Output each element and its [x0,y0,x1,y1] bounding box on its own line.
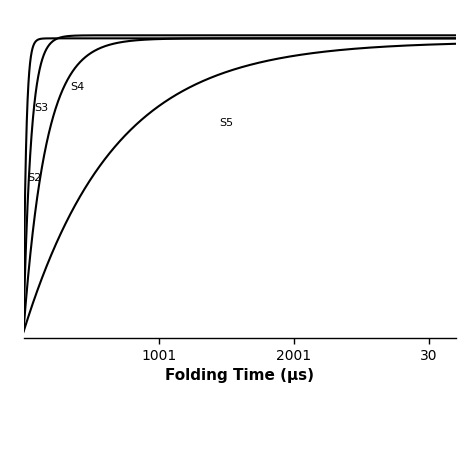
X-axis label: Folding Time (μs): Folding Time (μs) [165,368,314,384]
Text: S2: S2 [27,173,42,183]
Text: S3: S3 [34,103,48,113]
Text: S4: S4 [70,82,85,92]
Text: S5: S5 [219,118,234,128]
